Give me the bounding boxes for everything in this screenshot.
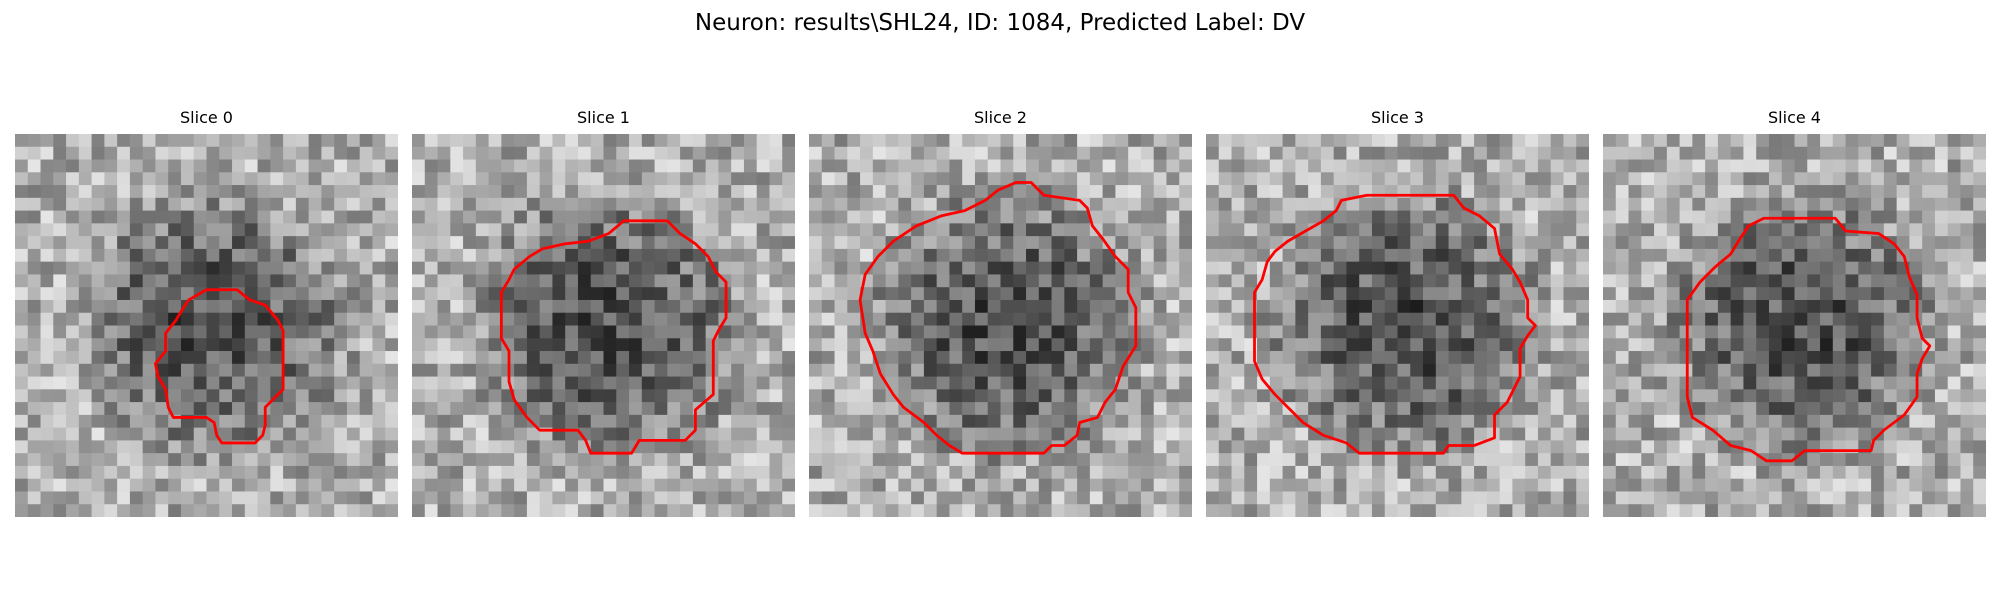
slice-panel-0: Slice 0 bbox=[15, 108, 398, 517]
segmentation-contour bbox=[499, 219, 728, 455]
grayscale-pixel-grid bbox=[1603, 134, 1986, 517]
slice-title: Slice 4 bbox=[1768, 108, 1821, 127]
slice-title: Slice 3 bbox=[1371, 108, 1424, 127]
slice-panel-2: Slice 2 bbox=[809, 108, 1192, 517]
figure-title: Neuron: results\SHL24, ID: 1084, Predict… bbox=[694, 10, 1306, 36]
slice-image bbox=[1206, 134, 1589, 517]
slice-title: Slice 2 bbox=[974, 108, 1027, 127]
grayscale-pixel-grid bbox=[15, 134, 398, 517]
segmentation-contour bbox=[1685, 216, 1932, 463]
slice-panel-1: Slice 1 bbox=[412, 108, 795, 517]
segmentation-contour bbox=[858, 181, 1138, 455]
segmentation-contour bbox=[1253, 193, 1537, 455]
slice-image bbox=[809, 134, 1192, 517]
slice-title: Slice 0 bbox=[180, 108, 233, 127]
grayscale-pixel-grid bbox=[809, 134, 1192, 517]
grayscale-pixel-grid bbox=[1206, 134, 1589, 517]
slice-title: Slice 1 bbox=[577, 108, 630, 127]
segmentation-contour bbox=[154, 288, 285, 445]
slice-panel-3: Slice 3 bbox=[1206, 108, 1589, 517]
slice-panel-4: Slice 4 bbox=[1603, 108, 1986, 517]
slice-image bbox=[412, 134, 795, 517]
slice-image bbox=[1603, 134, 1986, 517]
grayscale-pixel-grid bbox=[412, 134, 795, 517]
slice-image bbox=[15, 134, 398, 517]
